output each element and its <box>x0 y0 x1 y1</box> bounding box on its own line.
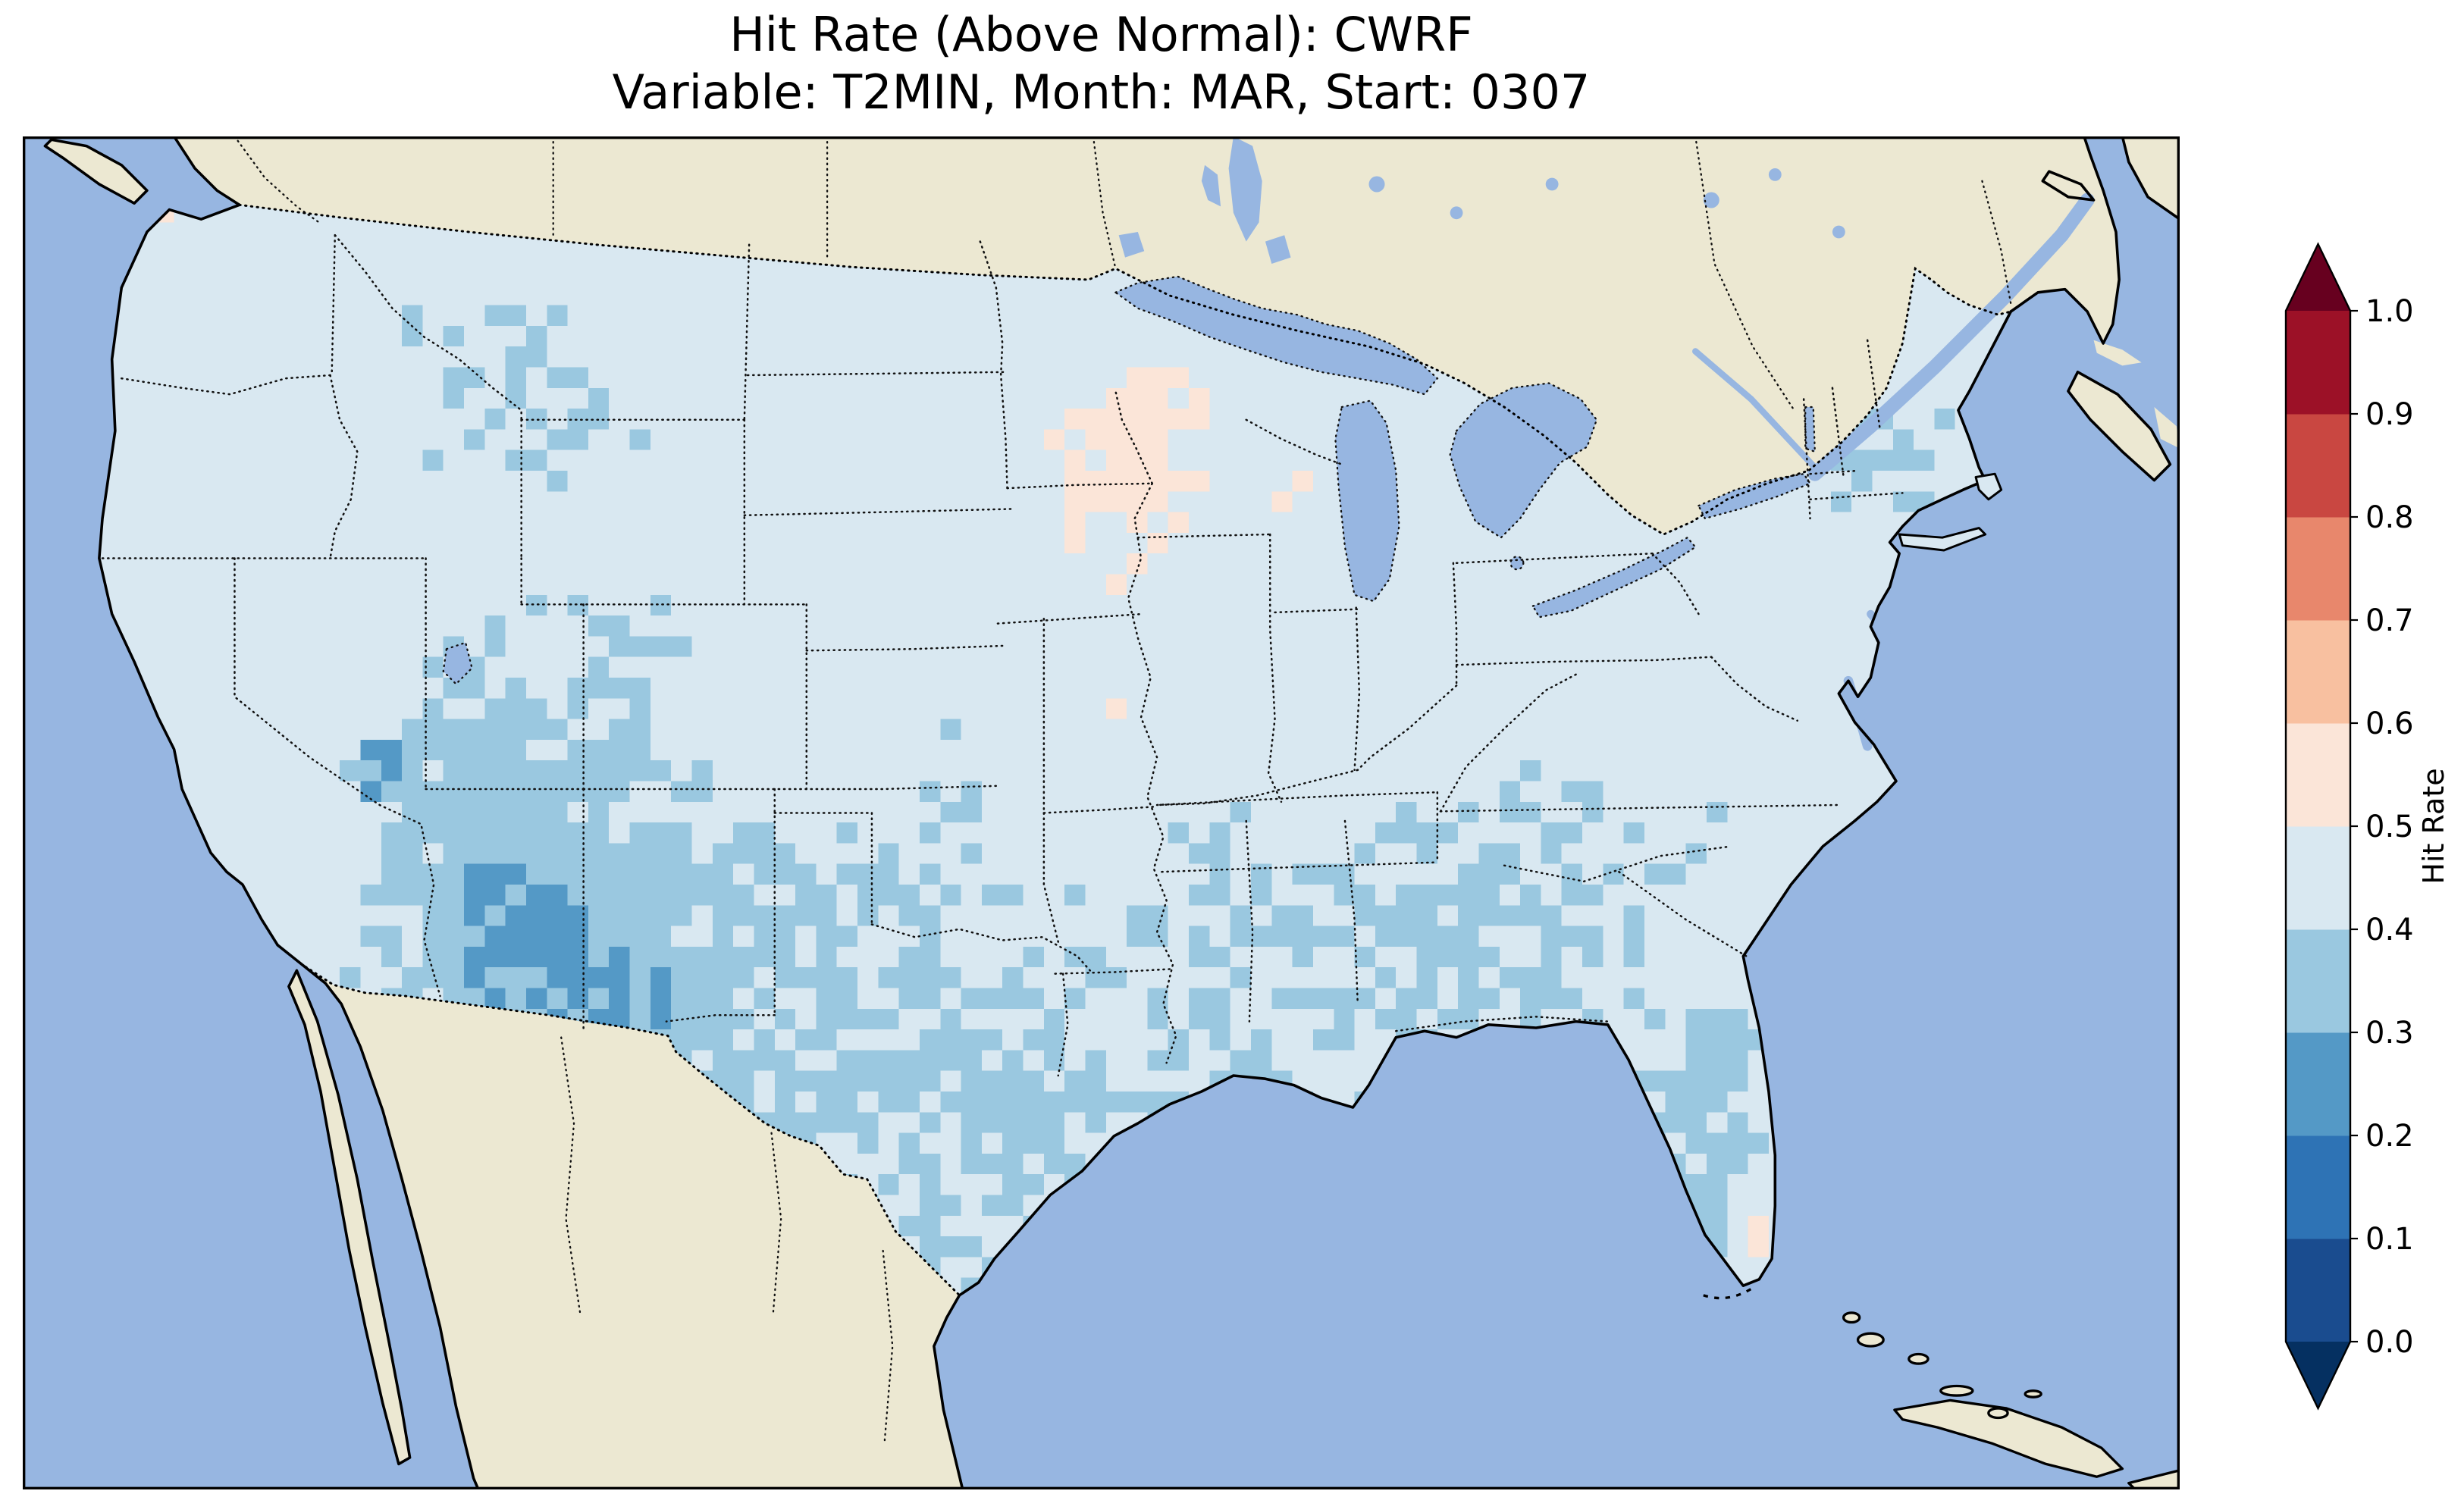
ottawa-river <box>1692 348 1819 471</box>
colorbar-tick-label: 0.6 <box>2365 706 2414 741</box>
lake-st-clair <box>1509 556 1525 571</box>
st-lawrence-river <box>1807 193 2095 481</box>
vancouver-island-outline <box>43 138 149 205</box>
colorbar-bin <box>2286 1239 2350 1342</box>
anticosti-island <box>2042 171 2094 200</box>
newfoundland-outline <box>2121 136 2180 221</box>
colorbar-bin <box>2286 311 2350 415</box>
colorbar-tick-label: 0.4 <box>2365 913 2414 947</box>
colorbar-tick-label: 0.2 <box>2365 1119 2414 1154</box>
canada-lake-speck <box>1368 176 1385 193</box>
newfoundland-corner <box>2122 136 2180 220</box>
baja-coast <box>287 969 412 1466</box>
mexico-gulf-coast <box>933 1294 964 1489</box>
plot-title: Hit Rate (Above Normal): CWRF Variable: … <box>0 6 2202 121</box>
mexico-state-border <box>560 1036 582 1316</box>
canadian-lakes <box>1118 136 1845 264</box>
colorbar-over-arrow <box>2286 244 2350 311</box>
colorbar-bin <box>2286 414 2350 518</box>
canada-landmass <box>174 136 2120 534</box>
colorbar-bin <box>2286 826 2350 930</box>
colorbar: 1.0 0.9 0.8 0.7 0.6 0.5 0.4 0.3 0.2 0.1 0.0 Hit Ra… <box>2284 242 2450 1411</box>
lake-huron <box>1449 382 1598 539</box>
anticosti-outline <box>2041 170 2096 202</box>
colorbar-bin <box>2286 723 2350 827</box>
canada-province-border <box>1694 136 1795 412</box>
lake-manitoba <box>1201 164 1221 207</box>
colorbar-bin <box>2286 929 2350 1033</box>
foreign-admin-borders <box>234 136 2012 1443</box>
colorbar-tick-label: 0.8 <box>2365 500 2414 535</box>
mexico-landmass <box>277 944 963 1489</box>
colorbar-tick-label: 0.5 <box>2365 810 2414 844</box>
great-lakes <box>442 275 1817 686</box>
lake-ontario <box>1697 472 1812 520</box>
colorbar-tick-label: 0.0 <box>2365 1325 2414 1360</box>
lake-champlain <box>1804 406 1817 453</box>
nova-scotia-outline <box>2067 371 2172 482</box>
lake-nipigon <box>1265 235 1291 264</box>
us-map-plot <box>23 136 2180 1489</box>
colorbar-tick-label: 1.0 <box>2365 294 2414 329</box>
nova-scotia <box>2067 371 2171 481</box>
bahamas-island <box>1987 1407 2009 1420</box>
baja-peninsula <box>288 970 410 1464</box>
colorbar-ticks: 1.0 0.9 0.8 0.7 0.6 0.5 0.4 0.3 0.2 0.1 0.0 <box>2350 294 2414 1360</box>
cape-breton <box>2154 407 2180 449</box>
map-frame <box>23 136 2180 1489</box>
colorbar-bin <box>2286 1135 2350 1239</box>
lake-winnipeg <box>1228 136 1262 242</box>
cape-cod <box>1974 472 2003 501</box>
lake-superior <box>1114 275 1439 396</box>
bahamas-island <box>1939 1384 1974 1397</box>
long-island <box>1898 527 1987 552</box>
colorbar-tick-label: 0.3 <box>2365 1016 2414 1051</box>
state-borders <box>101 233 1904 1077</box>
canada-lake-speck <box>1768 168 1782 181</box>
canada-west-coast <box>172 136 241 207</box>
bahamas-island <box>1842 1311 1861 1324</box>
colorbar-label: Hit Rate <box>2417 768 2450 884</box>
lake-erie <box>1531 536 1697 619</box>
prince-edward-island <box>2093 340 2142 366</box>
lake-of-the-woods <box>1118 232 1145 258</box>
plot-title-line1: Hit Rate (Above Normal): CWRF <box>729 7 1473 62</box>
mexico-state-border <box>882 1249 894 1443</box>
coastlines <box>43 136 2180 1489</box>
plot-title-line2: Variable: T2MIN, Month: MAR, Start: 0307 <box>612 64 1591 120</box>
colorbar-bin <box>2286 517 2350 621</box>
canada-atlantic-coast <box>2009 136 2121 345</box>
colorbar-bin <box>2286 1032 2350 1136</box>
canada-province-border <box>1981 180 2012 305</box>
foreign-landmasses <box>45 136 2180 1489</box>
colorbar-bin <box>2286 620 2350 724</box>
cuba <box>1893 1398 2124 1478</box>
bahamas-island <box>1908 1352 1930 1365</box>
bahamas-island <box>2024 1389 2042 1398</box>
mexico-state-border <box>770 1132 782 1316</box>
colorbar-under-arrow <box>2286 1342 2350 1408</box>
colorbar-tick-label: 0.9 <box>2365 397 2414 432</box>
us-gulf-atlantic-coast <box>958 310 2013 1297</box>
colorbar-segments <box>2284 242 2352 1411</box>
canada-lake-speck <box>1545 177 1559 191</box>
great-salt-lake <box>442 641 473 686</box>
national-borders <box>238 203 2012 1297</box>
bahamas-island <box>1856 1332 1885 1348</box>
canada-lake-speck <box>1703 192 1719 208</box>
canada-lake-speck <box>1832 225 1845 239</box>
vancouver-island <box>45 139 147 204</box>
florida-keys <box>1703 1287 1752 1300</box>
canada-province-border <box>1092 136 1117 270</box>
caribbean-islands <box>1703 1287 2180 1489</box>
us-mexico-border <box>276 944 961 1297</box>
canada-province-border <box>234 136 320 224</box>
colorbar-tick-label: 0.7 <box>2365 603 2414 638</box>
canada-lake-speck <box>1450 206 1463 220</box>
us-pacific-coast <box>98 203 279 947</box>
lake-michigan <box>1334 399 1400 603</box>
colorbar-tick-label: 0.1 <box>2365 1222 2414 1257</box>
mexico-pacific-coast <box>276 944 480 1489</box>
